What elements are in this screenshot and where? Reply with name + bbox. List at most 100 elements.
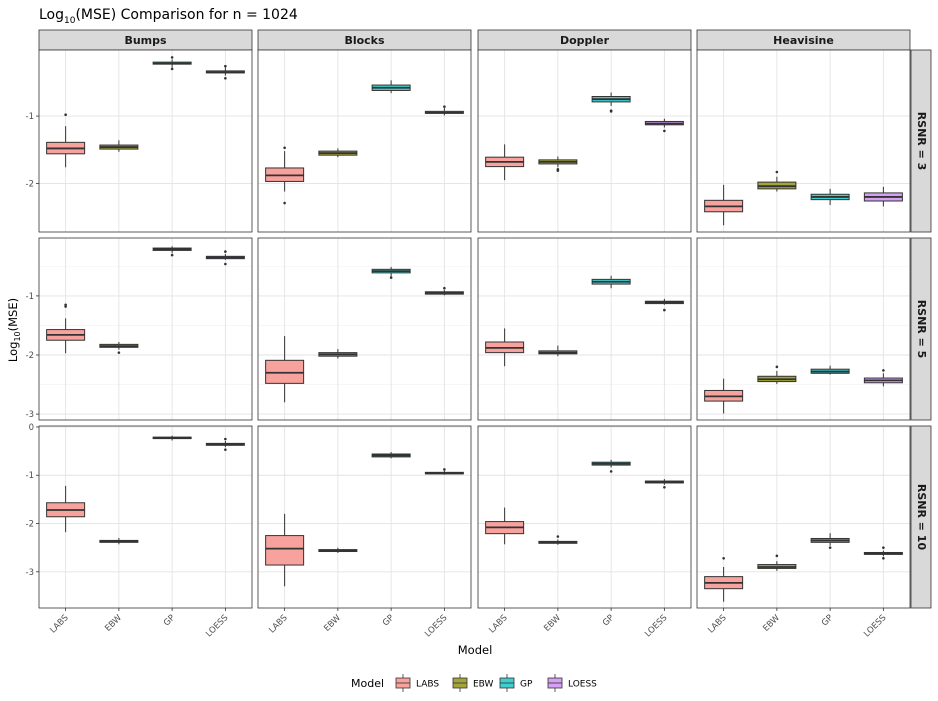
box-ebw [318, 547, 358, 553]
facet-strip-label: Heavisine [773, 34, 834, 47]
box-gp [371, 80, 411, 94]
legend-label: LOESS [568, 680, 597, 690]
x-tick-label: LABS [706, 613, 729, 636]
box-gp [591, 459, 631, 473]
outlier-point [224, 437, 227, 441]
legend-label: EBW [473, 680, 494, 690]
box-labs [265, 146, 305, 205]
outlier-point [170, 56, 174, 59]
y-tick-label: -1 [26, 471, 34, 481]
box-labs [46, 303, 86, 354]
panel-bumps-row-1 [38, 49, 253, 233]
outlier-point [775, 365, 779, 369]
box-gp [152, 435, 192, 441]
box-ebw [99, 342, 139, 354]
outlier-point [64, 113, 67, 117]
legend-key-labs: LABS [395, 674, 439, 692]
box-loess [424, 286, 464, 296]
x-tick-label: LOESS [204, 613, 230, 639]
outlier-point [443, 286, 446, 290]
box-gp [371, 266, 411, 279]
y-tick-label: 0 [29, 423, 34, 433]
panel-border [696, 237, 911, 421]
box-loess [205, 437, 245, 451]
panel-background [258, 426, 471, 608]
y-tick-label: -2 [26, 520, 34, 530]
x-tick-label: GP [381, 613, 396, 628]
outlier-point [663, 129, 666, 133]
outlier-point [882, 546, 885, 549]
outlier-point [283, 146, 286, 150]
panel-doppler-row-2 [477, 237, 692, 421]
outlier-point [64, 303, 67, 307]
panel-heavisine-row-1 [696, 49, 911, 233]
outlier-point [170, 67, 174, 71]
box-ebw [757, 365, 797, 384]
panel-border [257, 425, 472, 609]
box-ebw [538, 345, 578, 357]
panel-doppler-row-1 [477, 49, 692, 233]
row-strip-label: RSNR = 5 [915, 300, 928, 359]
box-gp [810, 533, 850, 549]
outlier-point [556, 535, 560, 538]
box-gp [152, 56, 192, 71]
x-tick-label: EBW [322, 613, 343, 634]
box-ebw [318, 349, 358, 359]
box-gp [591, 92, 631, 113]
panel-border [38, 49, 253, 233]
facet-strip-label: Blocks [344, 34, 385, 47]
x-tick-label: EBW [761, 613, 782, 634]
box-labs [704, 184, 744, 226]
box-ebw [538, 535, 578, 545]
box-loess [424, 468, 464, 475]
outlier-point [224, 262, 227, 266]
legend-label: LABS [416, 680, 439, 690]
box-loess [644, 298, 684, 312]
x-tick-label: LABS [267, 613, 290, 636]
x-axis-label: Model [458, 643, 493, 657]
outlier-point [117, 351, 121, 354]
legend-key-ebw: EBW [452, 674, 494, 692]
panel-doppler-row-3 [477, 425, 692, 609]
box-ebw [318, 148, 358, 158]
box-loess [424, 105, 464, 116]
panel-blocks-row-1 [257, 49, 472, 233]
outlier-point [224, 448, 227, 451]
y-tick-label: -2 [26, 179, 34, 189]
y-tick-label: -1 [26, 112, 34, 122]
outlier-point [882, 556, 885, 560]
box-body [265, 535, 305, 566]
legend-key-gp: GP [499, 674, 533, 692]
outlier-point [443, 105, 446, 108]
panel-border [696, 49, 911, 233]
box-labs [265, 513, 305, 587]
panel-border [477, 237, 692, 421]
box-labs [46, 113, 86, 168]
box-gp [152, 246, 192, 257]
box-loess [644, 479, 684, 489]
x-tick-label: LOESS [643, 613, 669, 639]
box-loess [205, 250, 245, 266]
x-tick-label: LABS [487, 613, 510, 636]
x-tick-label: GP [162, 613, 177, 628]
outlier-point [775, 554, 779, 558]
box-loess [863, 546, 903, 560]
box-ebw [757, 170, 797, 192]
outlier-point [882, 369, 885, 372]
box-labs [485, 328, 525, 367]
outlier-point [224, 64, 227, 68]
panel-background [258, 238, 471, 420]
box-gp [810, 188, 850, 206]
row-strip-label: RSNR = 10 [915, 484, 928, 551]
facet-panels: Bumps Blocks Doppler Heavisine RSNR = 3 -2 -1 R… [26, 29, 932, 639]
panel-border [38, 237, 253, 421]
legend-title: Model [351, 677, 384, 690]
box-gp [371, 452, 411, 459]
box-ebw [538, 156, 578, 172]
outlier-point [663, 308, 666, 312]
legend: Model LABS EBW GP LOESS [351, 674, 597, 692]
outlier-point [170, 253, 174, 257]
box-loess [205, 64, 245, 80]
panel-border [38, 425, 253, 609]
